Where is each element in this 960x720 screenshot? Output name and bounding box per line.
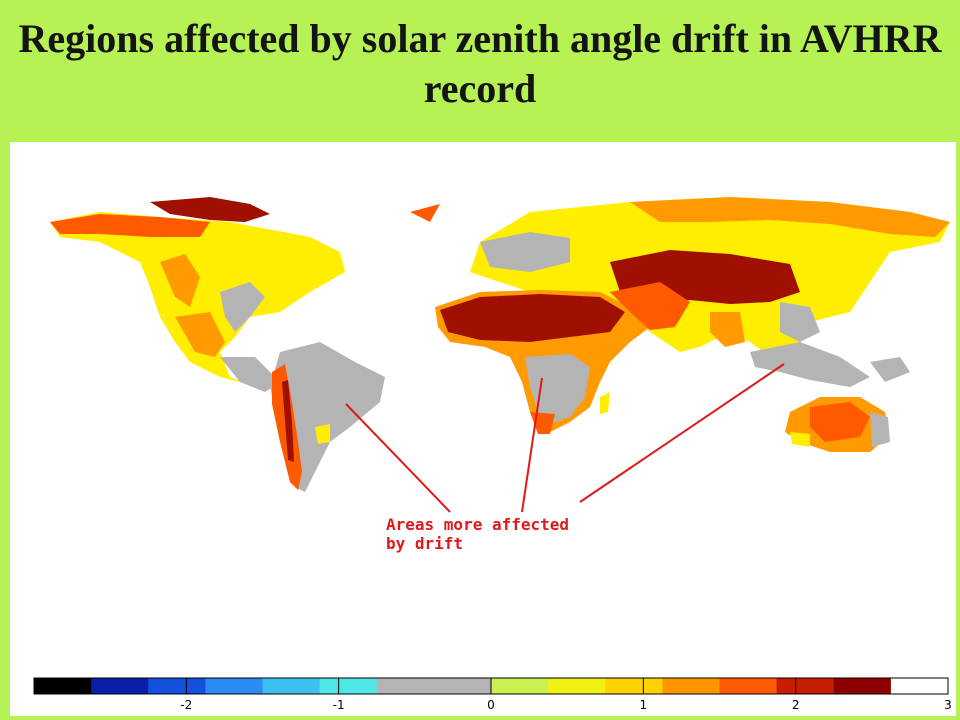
slide-title: Regions affected by solar zenith angle d… [18, 16, 942, 111]
colorbar-tick-label: -1 [332, 698, 345, 712]
colorbar-swatch [548, 678, 606, 694]
africa [435, 282, 690, 434]
colorbar-swatch [262, 678, 321, 694]
annotation-arrows [345, 363, 785, 513]
colorbar-swatch [833, 678, 892, 694]
colorbar-swatch [376, 678, 435, 694]
world-map-panel: Areas more affected by drift -2 -1 0 1 2 3 [10, 142, 956, 716]
greenland [410, 204, 440, 222]
colorbar-swatch [319, 678, 378, 694]
southeast-asia [750, 342, 910, 387]
south-america [270, 342, 385, 492]
colorbar-swatch [491, 678, 549, 694]
colorbar-swatch [205, 678, 263, 694]
colorbar [33, 677, 949, 695]
annotation-label: Areas more affected by drift [386, 515, 570, 553]
colorbar-swatch [605, 678, 663, 694]
colorbar-swatch [91, 678, 149, 694]
colorbar-swatch [719, 678, 778, 694]
colorbar-swatch [148, 678, 206, 694]
colorbar-swatch [433, 678, 492, 694]
colorbar-swatch [890, 678, 949, 694]
colorbar-tick-label: 3 [944, 698, 952, 712]
world-map [33, 197, 950, 695]
australia [785, 397, 890, 452]
colorbar-swatch [34, 678, 92, 694]
colorbar-tick-label: 1 [639, 698, 648, 712]
north-america [50, 197, 345, 392]
colorbar-tick-label: -2 [180, 698, 193, 712]
colorbar-swatch [776, 678, 835, 694]
colorbar-tick-label: 0 [487, 698, 495, 712]
colorbar-swatch [662, 678, 720, 694]
colorbar-tick-label: 2 [791, 698, 800, 712]
